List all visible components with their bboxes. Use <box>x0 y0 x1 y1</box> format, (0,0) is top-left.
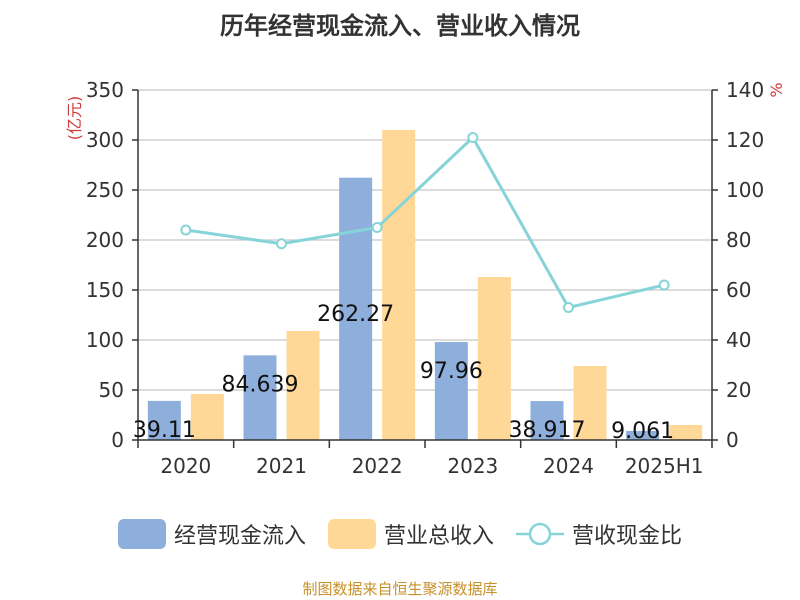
y-right-tick-label: 140 <box>726 78 764 102</box>
ratio-line <box>185 136 665 309</box>
label-layer: 39.11 84.639 262.27 97.96 38.917 9.061 <box>133 302 674 444</box>
ratio-point <box>658 279 670 291</box>
y-right-axis-label: % <box>767 82 786 97</box>
y-left-axis-label: (亿元) <box>65 96 84 141</box>
bar-revenue <box>477 277 511 440</box>
data-label-cash-inflow: 39.11 <box>133 418 196 443</box>
data-label-cash-inflow: 38.917 <box>509 418 586 443</box>
ratio-point <box>371 222 383 233</box>
y-right-tick-label: 80 <box>726 228 751 252</box>
x-tick-label: 2020 <box>160 454 211 478</box>
line-layer <box>180 132 670 313</box>
legend-label-revenue: 营业总收入 <box>383 524 494 549</box>
y-left-tick-label: 350 <box>86 78 124 102</box>
ratio-point <box>276 238 287 250</box>
legend-swatch-cash-inflow <box>117 519 166 549</box>
legend-item-revenue[interactable]: 营业总收入 <box>327 518 494 550</box>
y-left-tick-label: 150 <box>86 278 124 302</box>
bar-revenue <box>573 366 607 440</box>
data-label-cash-inflow: 262.27 <box>317 302 394 327</box>
bar-revenue <box>382 130 416 440</box>
x-tick-label: 2021 <box>256 454 307 478</box>
bar-revenue <box>190 394 224 440</box>
chart-title: 历年经营现金流入、营业收入情况 <box>220 12 580 40</box>
x-tick-label: 2022 <box>352 454 403 478</box>
y-right-tick-label: 60 <box>726 278 751 302</box>
bar-cash-inflow <box>339 177 373 441</box>
y-right-tick-label: 120 <box>726 128 764 152</box>
y-left-tick-label: 0 <box>111 428 124 452</box>
bar-revenue <box>286 331 320 440</box>
legend-swatch-revenue <box>327 519 376 549</box>
bar-cash-inflow <box>434 342 468 440</box>
bar-cash-inflow <box>530 401 564 440</box>
data-label-cash-inflow: 84.639 <box>222 372 299 397</box>
legend-item-ratio[interactable]: 营收现金比 <box>516 518 682 550</box>
x-tick-label: 2025H1 <box>625 454 704 478</box>
y-left-tick-label: 50 <box>99 378 124 402</box>
y-right-tick-label: 40 <box>726 328 751 352</box>
y-left-tick-label: 250 <box>86 178 124 202</box>
bar-cash-inflow <box>243 355 277 440</box>
bar-revenue <box>669 425 703 440</box>
ratio-point <box>563 302 574 313</box>
legend-item-cash-inflow[interactable]: 经营现金流入 <box>117 518 306 550</box>
axis-layer: 0 50 100 150 200 250 300 350 0 20 40 60 80 100 120 140 (… <box>65 78 786 478</box>
bar-cash-inflow <box>626 430 660 440</box>
x-tick-label: 2023 <box>447 454 498 478</box>
legend-label-ratio: 营收现金比 <box>572 524 683 549</box>
y-left-tick-label: 100 <box>86 328 124 352</box>
y-left-tick-label: 300 <box>86 128 124 152</box>
legend-swatch-ratio <box>516 522 564 546</box>
x-tick-label: 2024 <box>543 454 594 478</box>
y-right-tick-label: 0 <box>726 428 739 452</box>
grid-layer <box>138 89 712 391</box>
y-right-tick-label: 100 <box>726 178 764 202</box>
bar-cash-inflow <box>147 400 181 440</box>
data-label-cash-inflow: 9.061 <box>611 419 674 444</box>
bar-layer <box>147 130 703 441</box>
legend-label-cash-inflow: 经营现金流入 <box>173 524 306 549</box>
ratio-point <box>467 132 479 143</box>
legend: 经营现金流入 营业总收入 营收现金比 <box>0 516 800 552</box>
y-right-tick-label: 20 <box>726 378 751 402</box>
y-left-tick-label: 200 <box>86 228 124 252</box>
source-note: 制图数据来自恒生聚源数据库 <box>302 580 498 598</box>
data-label-cash-inflow: 97.96 <box>420 359 483 384</box>
ratio-point <box>180 224 192 236</box>
